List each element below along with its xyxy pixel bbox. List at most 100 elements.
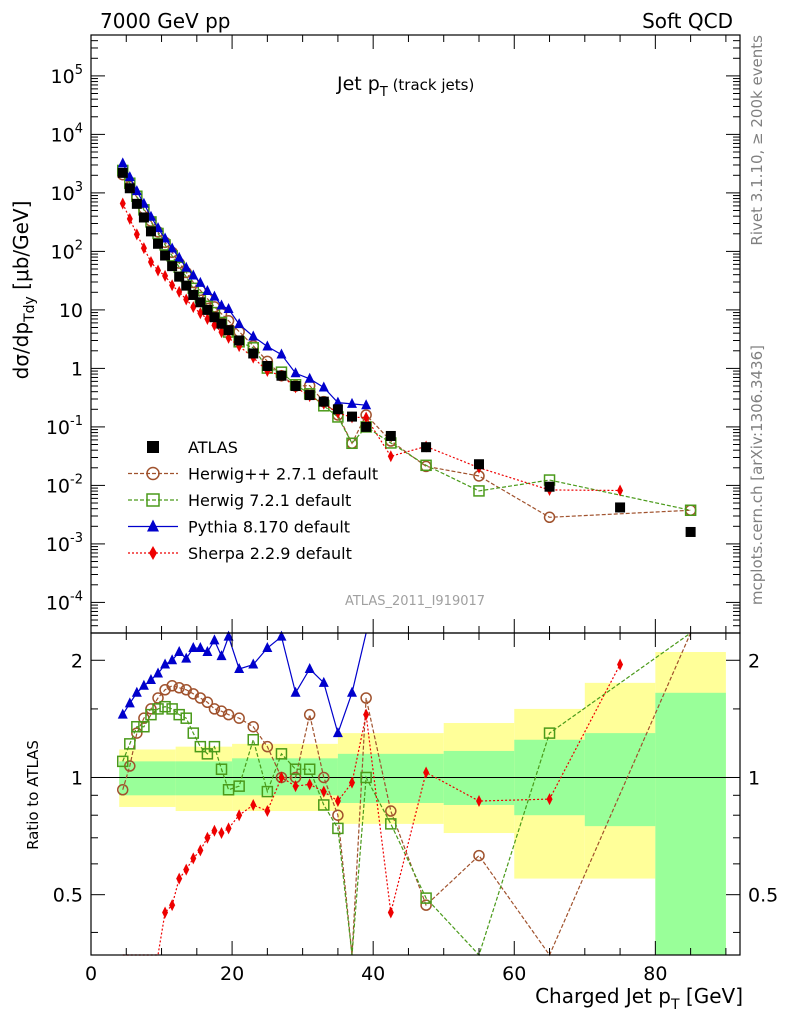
- sherpa-ratio-point: [176, 872, 183, 885]
- ratio-tick-label-right: 2: [748, 650, 760, 672]
- legend-entry: ATLAS: [147, 438, 238, 457]
- header-category-label: Soft QCD: [642, 9, 733, 33]
- pythia-ratio-point: [117, 708, 128, 719]
- atlas-data-point: [290, 381, 301, 392]
- ratio-panel-series: [116, 630, 692, 957]
- atlas-data-point: [421, 442, 432, 453]
- atlas-data-point: [385, 430, 396, 441]
- y-tick-label: 105: [51, 63, 83, 88]
- axes-frame: 0 20 40 60 80 10-4 10-3 10-2 10-1 1 10 102 103 104 105…: [46, 34, 778, 985]
- herwig-ratio-point: [420, 899, 432, 911]
- pythia-main-point: [361, 399, 372, 410]
- ratio-tick-label-left: 2: [71, 650, 83, 672]
- sherpa-ratio-point: [387, 906, 394, 919]
- herwig-ratio-point: [201, 696, 214, 709]
- pythia-ratio-point: [188, 642, 199, 653]
- legend-entry: Herwig 7.2.1 default: [128, 491, 351, 510]
- y-tick-label: 10: [59, 300, 83, 322]
- pythia-ratio-point: [248, 658, 259, 669]
- pythia-ratio-point: [145, 673, 156, 684]
- herwig-ratio-point: [187, 727, 200, 739]
- legend-entry: Herwig++ 2.7.1 default: [128, 465, 378, 484]
- pythia-ratio-point: [209, 634, 220, 645]
- pythia-main-point: [209, 290, 220, 301]
- herwig-ratio-point: [233, 712, 245, 724]
- band-inner-1: [175, 761, 233, 796]
- pythia-ratio-point: [347, 686, 358, 697]
- herwig-ratio-point: [303, 763, 316, 775]
- ylabel-text: dσ/dp: [9, 322, 33, 380]
- sherpa-ratio-point: [349, 776, 356, 789]
- pythia-ratio-point: [124, 697, 135, 708]
- sherpa-ratio-point: [169, 899, 176, 912]
- sherpa-ratio-point: [306, 778, 313, 791]
- y-tick-label: 10-1: [46, 414, 83, 439]
- legend-marker: [146, 493, 160, 507]
- atlas-data-point: [234, 335, 245, 346]
- band-inner-7: [655, 692, 726, 955]
- x-tick-label: 0: [85, 963, 97, 985]
- y-tick-label: 104: [51, 121, 83, 146]
- herwig-ratio-point: [332, 809, 344, 821]
- sherpa-ratio-point: [363, 708, 370, 721]
- sherpa-ratio-point: [617, 658, 624, 671]
- atlas-data-point: [304, 390, 315, 401]
- pythia-ratio-point: [160, 658, 171, 669]
- pythia-main-point: [202, 285, 213, 296]
- y-tick-label: 10-4: [46, 589, 83, 614]
- pythia-ratio-point: [195, 642, 206, 653]
- pythia-main-point: [216, 299, 227, 310]
- atlas-data-point: [223, 325, 234, 336]
- herwig-main-point: [543, 511, 556, 524]
- sherpa-ratio-point: [204, 831, 211, 844]
- pythia-ratio-point: [174, 646, 185, 657]
- sherpa-ratio-point: [292, 780, 299, 793]
- atlas-data-point: [361, 421, 372, 432]
- pythia-ratio-point: [216, 650, 227, 661]
- pythia-main-point: [223, 303, 234, 314]
- atlas-data-point: [262, 360, 273, 371]
- legend-marker: [147, 519, 159, 532]
- atlas-data-point: [318, 396, 329, 407]
- sherpa-main-point: [197, 307, 204, 320]
- pythia-ratio-point: [318, 676, 329, 687]
- legend-label: Herwig++ 2.7.1 default: [188, 465, 378, 484]
- herwig-ratio-point: [201, 748, 214, 760]
- atlas-data-points: [117, 167, 696, 537]
- herwig-ratio-point: [215, 763, 228, 775]
- herwig-main-line: [122, 170, 691, 511]
- atlas-data-point: [202, 304, 213, 315]
- sherpa-ratio-point: [546, 793, 553, 806]
- band-inner-6: [584, 733, 656, 827]
- herwig-ratio-point: [332, 822, 344, 835]
- pythia-main-point: [248, 330, 259, 341]
- pythia-main-point: [181, 261, 192, 272]
- pythia-ratio-point: [131, 686, 142, 697]
- atlas-data-point: [473, 459, 484, 470]
- atlas-data-point: [685, 526, 696, 537]
- title-subscript: T: [379, 85, 388, 100]
- sherpa-main-point: [133, 228, 140, 241]
- sherpa-main-point: [119, 197, 126, 210]
- atlas-data-point: [195, 297, 206, 308]
- svg-text:dσ/dpTdy [μb/GeV]: dσ/dpTdy [μb/GeV]: [9, 201, 38, 380]
- xlabel-unit: [GeV]: [680, 984, 743, 1008]
- sherpa-ratio-point: [183, 863, 190, 876]
- pythia-ratio-point: [181, 652, 192, 663]
- herwig-ratio-point: [194, 740, 207, 753]
- herwig-ratio-point: [159, 700, 171, 713]
- sherpa-main-point: [183, 293, 190, 306]
- herwig-main-point: [473, 485, 485, 497]
- legend-entry: Sherpa 2.2.9 default: [128, 544, 352, 563]
- pythia-ratio-point: [202, 646, 213, 657]
- herwig-ratio-point: [385, 805, 397, 817]
- y-tick-label: 10-2: [46, 472, 83, 497]
- herwig-ratio-point: [116, 755, 129, 768]
- legend-label: Pythia 8.170 default: [188, 518, 350, 537]
- ylabel-subscript: Tdy: [22, 296, 38, 323]
- pythia-main-point: [234, 318, 245, 329]
- band-inner-3: [337, 753, 444, 803]
- herwig-ratio-point: [318, 799, 330, 811]
- legend-marker: [147, 441, 159, 453]
- herwig-ratio-point: [124, 738, 136, 750]
